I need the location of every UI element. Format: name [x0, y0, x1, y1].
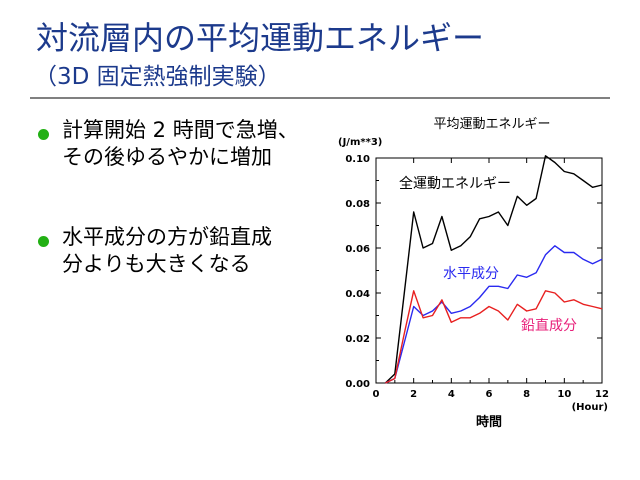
y-tick-label: 0.00	[345, 379, 370, 390]
slide-subtitle: （3D 固定熱強制実験）	[34, 64, 281, 90]
chart-title: 平均運動エネルギー	[433, 117, 550, 132]
y-unit-label: (J/m**3)	[338, 137, 382, 148]
x-tick-label: 12	[595, 389, 609, 400]
series-line-2	[385, 290, 603, 384]
series-label-horizontal: 水平成分	[443, 266, 499, 282]
series-label-total: 全運動エネルギー	[399, 175, 511, 192]
series-label-vertical: 鉛直成分	[521, 317, 577, 334]
y-tick-label: 0.10	[345, 154, 370, 165]
y-tick-label: 0.08	[345, 199, 370, 210]
title-divider	[30, 97, 610, 99]
series-line-0	[384, 155, 603, 384]
x-tick-label: 0	[373, 389, 380, 400]
x-unit-label: (Hour)	[572, 402, 608, 413]
x-tick-label: 6	[486, 389, 493, 400]
x-tick-label: 8	[523, 389, 530, 400]
series-group	[384, 155, 603, 384]
bullet-dot-icon	[38, 236, 49, 247]
y-tick-label: 0.04	[345, 289, 370, 300]
bullet-dot-icon	[38, 129, 49, 140]
axes-group: 0.00 0.02 0.04 0.06 0.08 0.10 0 2 4 6 8 10 12	[345, 154, 609, 400]
bullet-text-2: 水平成分の方が鉛直成 分よりも大きくなる	[62, 225, 272, 276]
x-tick-label: 10	[557, 389, 571, 400]
x-tick-label: 4	[448, 389, 455, 400]
y-tick-label: 0.06	[345, 244, 370, 255]
slide-title: 対流層内の平均運動エネルギー	[36, 19, 485, 57]
y-tick-label: 0.02	[345, 334, 370, 345]
x-tick-label: 2	[410, 389, 417, 400]
bullet-text-1: 計算開始 2 時間で急増、 その後ゆるやかに増加	[62, 118, 299, 169]
x-axis-label: 時間	[476, 414, 502, 430]
